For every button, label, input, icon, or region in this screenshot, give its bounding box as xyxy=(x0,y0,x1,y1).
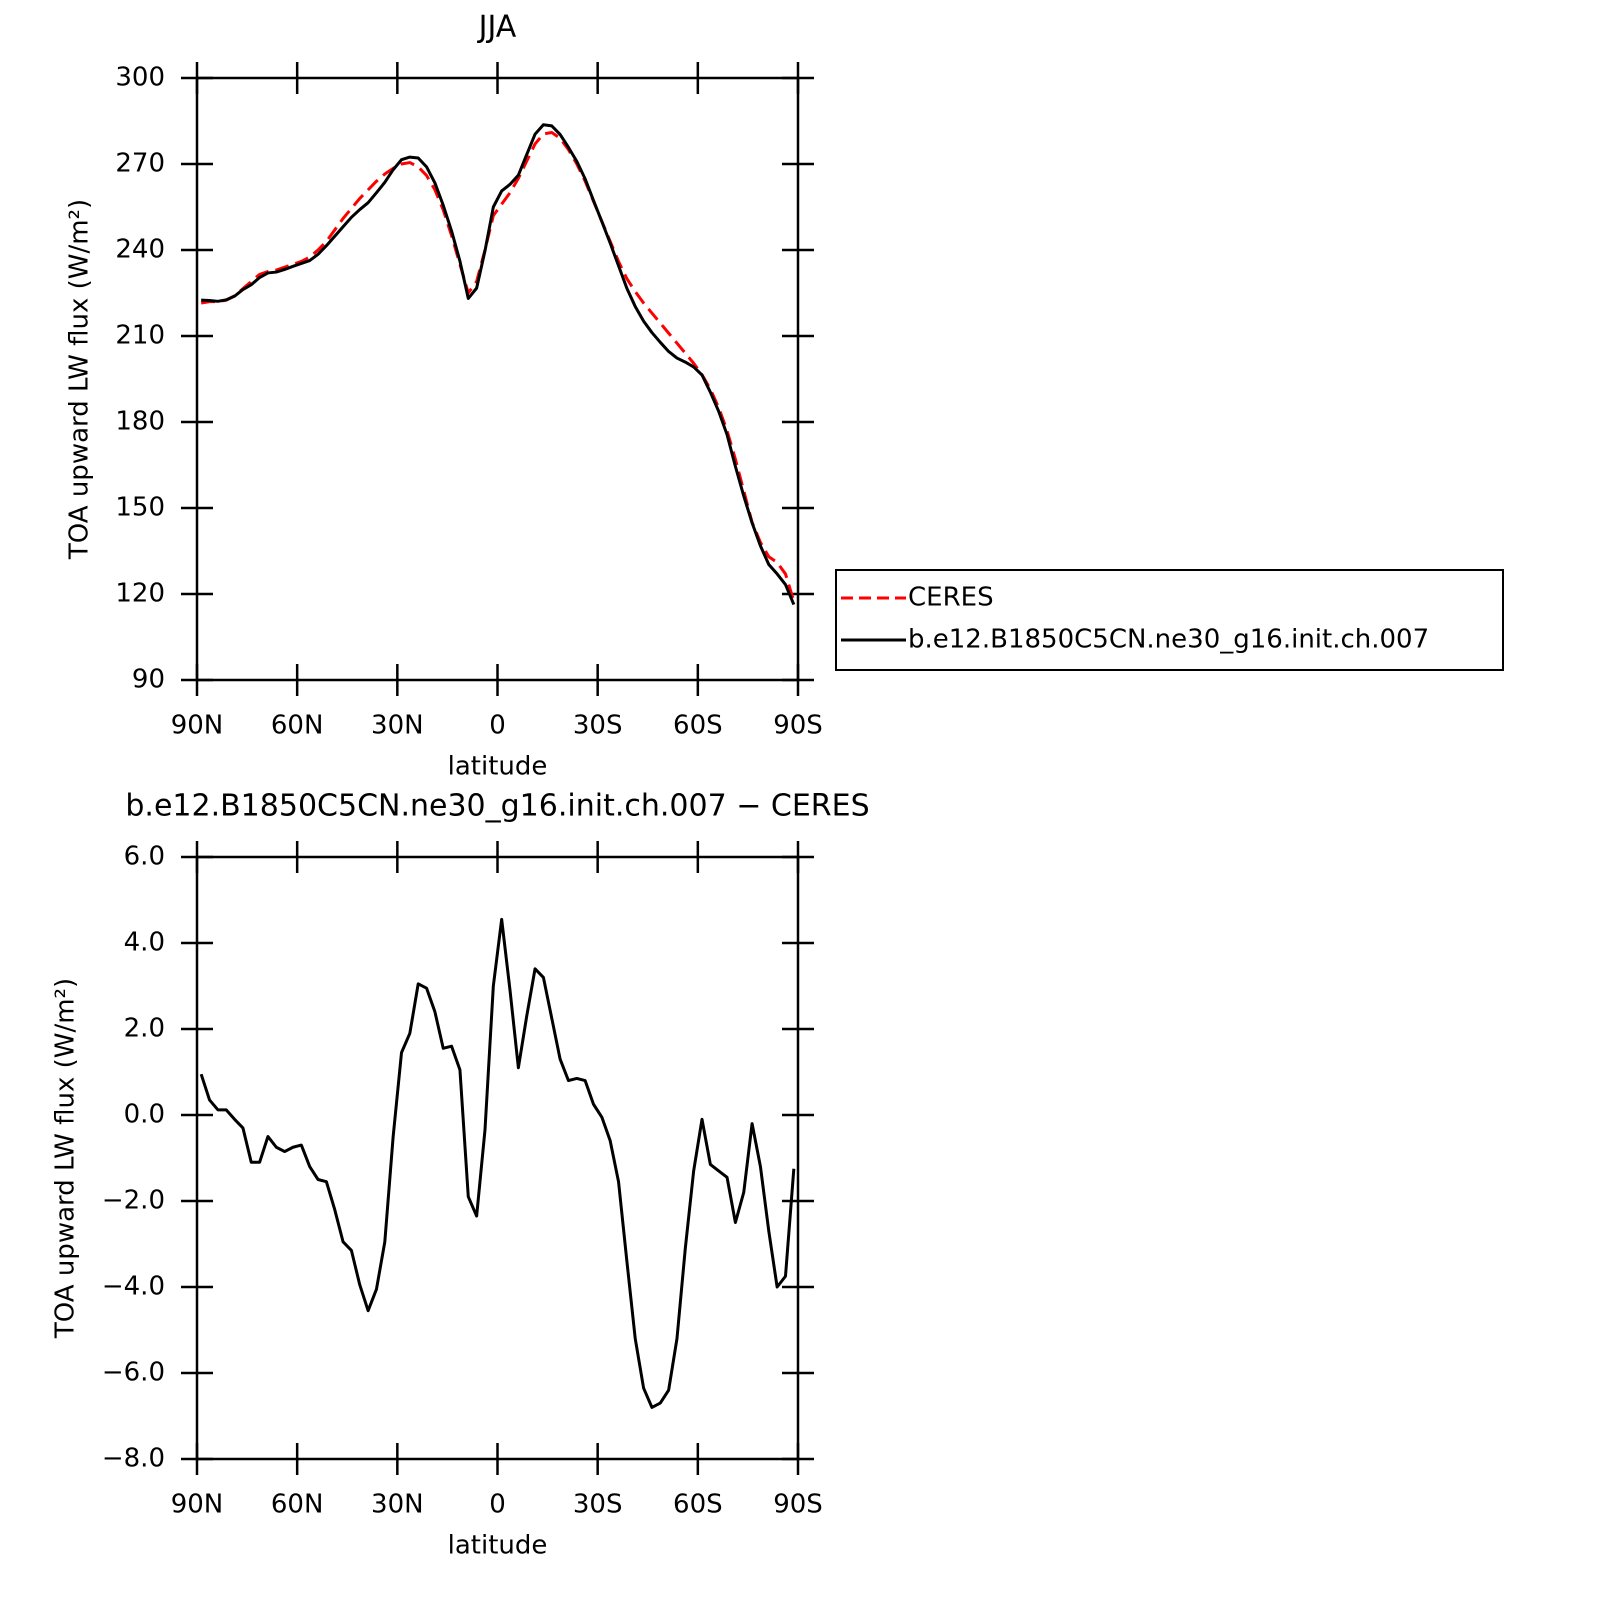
x-tick-label: 30N xyxy=(371,1490,424,1520)
y-tick-label: 300 xyxy=(115,63,165,93)
y-tick-label: 4.0 xyxy=(124,928,165,958)
legend-label: CERES xyxy=(908,583,994,613)
y-axis-label: TOA upward LW flux (W/m²) xyxy=(65,199,95,560)
data-line xyxy=(200,130,796,602)
y-tick-label: 0.0 xyxy=(124,1100,165,1130)
y-tick-label: 240 xyxy=(115,235,165,265)
x-tick-label: 90N xyxy=(171,1490,224,1520)
y-tick-label: 120 xyxy=(115,579,165,609)
x-tick-label: 30N xyxy=(371,711,424,741)
y-tick-label: 2.0 xyxy=(124,1014,165,1044)
y-tick-label: 90 xyxy=(132,665,165,695)
x-axis-label: latitude xyxy=(448,752,548,782)
x-tick-label: 0 xyxy=(489,711,506,741)
y-tick-label: 270 xyxy=(115,149,165,179)
x-tick-label: 30S xyxy=(573,1490,623,1520)
chart-title: JJA xyxy=(477,10,517,45)
y-tick-label: 150 xyxy=(115,493,165,523)
y-tick-label: 180 xyxy=(115,407,165,437)
x-tick-label: 90N xyxy=(171,711,224,741)
y-tick-label: −6.0 xyxy=(102,1358,165,1388)
data-line xyxy=(201,123,796,606)
legend-label: b.e12.B1850C5CN.ne30_g16.init.ch.007 xyxy=(908,625,1429,655)
y-tick-label: −2.0 xyxy=(102,1186,165,1216)
data-line xyxy=(199,917,796,1409)
y-tick-label: −4.0 xyxy=(102,1272,165,1302)
y-tick-label: 6.0 xyxy=(124,842,165,872)
x-tick-label: 60N xyxy=(271,711,324,741)
x-tick-label: 60S xyxy=(673,1490,723,1520)
x-tick-label: 60S xyxy=(673,711,723,741)
legend-box xyxy=(835,569,1504,671)
plot-frame xyxy=(195,76,800,682)
x-tick-label: 30S xyxy=(573,711,623,741)
x-axis-label: latitude xyxy=(448,1531,548,1561)
x-tick-label: 90S xyxy=(773,711,823,741)
y-axis-label: TOA upward LW flux (W/m²) xyxy=(51,978,81,1339)
y-tick-label: −8.0 xyxy=(102,1444,165,1474)
y-tick-label: 210 xyxy=(115,321,165,351)
chart-title: b.e12.B1850C5CN.ne30_g16.init.ch.007 − C… xyxy=(125,789,869,824)
x-tick-label: 90S xyxy=(773,1490,823,1520)
x-tick-label: 60N xyxy=(271,1490,324,1520)
x-tick-label: 0 xyxy=(489,1490,506,1520)
